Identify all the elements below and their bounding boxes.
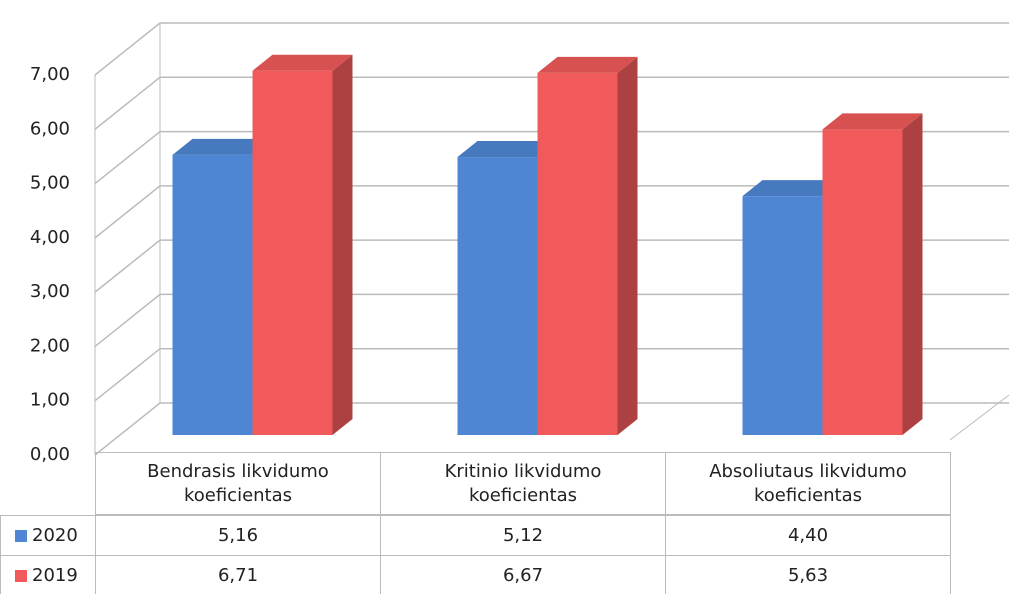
y-tick-label: 5,00: [30, 173, 70, 194]
bar-top: [172, 138, 273, 155]
y-tick-label: 6,00: [30, 118, 70, 139]
data-label: 6,67: [380, 555, 666, 594]
bar: [457, 157, 538, 436]
y-tick-label: 3,00: [30, 281, 70, 302]
y-tick-label: 4,00: [30, 227, 70, 248]
data-label: 5,16: [95, 515, 381, 556]
grid-line: [94, 130, 1009, 185]
bar: [537, 72, 618, 436]
legend-label: 2020: [32, 524, 78, 546]
bar: [822, 129, 903, 435]
bar-top: [457, 141, 558, 158]
legend-entry: 2020: [0, 515, 96, 556]
bar-top: [537, 56, 638, 73]
floor-edge: [949, 394, 1009, 441]
legend-label: 2019: [32, 564, 78, 586]
grid-line: [94, 293, 1009, 348]
category-label: Bendrasis likvidumo koeficientas: [95, 452, 381, 515]
grid-line: [94, 402, 1009, 456]
data-label: 4,40: [665, 515, 951, 556]
grid-line: [94, 239, 1009, 293]
grid-line: [94, 185, 1009, 239]
data-label: 5,63: [665, 555, 951, 594]
legend-swatch: [15, 529, 27, 542]
bar: [742, 196, 823, 435]
bar-top: [822, 113, 923, 130]
bar-top: [742, 180, 843, 197]
bar-top: [252, 54, 353, 71]
bar: [172, 154, 253, 435]
y-tick-label: 1,00: [30, 390, 70, 411]
y-tick-label: 0,00: [30, 444, 70, 465]
category-label: Absoliutaus likvidumo koeficientas: [665, 452, 951, 515]
bar: [252, 70, 333, 435]
grid-line: [94, 76, 1009, 130]
bar-side: [332, 54, 353, 435]
grid-line: [94, 22, 1009, 76]
data-label: 6,71: [95, 555, 381, 594]
legend-entry: 2019: [0, 555, 96, 594]
bar-side: [902, 113, 923, 435]
category-label: Kritinio likvidumo koeficientas: [380, 452, 666, 515]
bar-side: [617, 56, 638, 436]
grid-line: [94, 347, 1009, 402]
legend-swatch: [15, 569, 27, 582]
y-tick-label: 7,00: [30, 64, 70, 85]
y-tick-label: 2,00: [30, 335, 70, 356]
data-label: 5,12: [380, 515, 666, 556]
